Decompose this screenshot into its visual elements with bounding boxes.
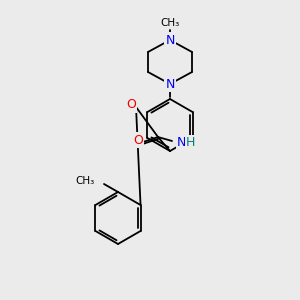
Text: N: N (165, 34, 175, 46)
Text: CH₃: CH₃ (160, 18, 180, 28)
Text: O: O (133, 134, 143, 146)
Text: N: N (177, 136, 186, 149)
Text: CH₃: CH₃ (76, 176, 95, 186)
Text: H: H (186, 136, 195, 149)
Text: O: O (126, 98, 136, 112)
Text: N: N (165, 77, 175, 91)
